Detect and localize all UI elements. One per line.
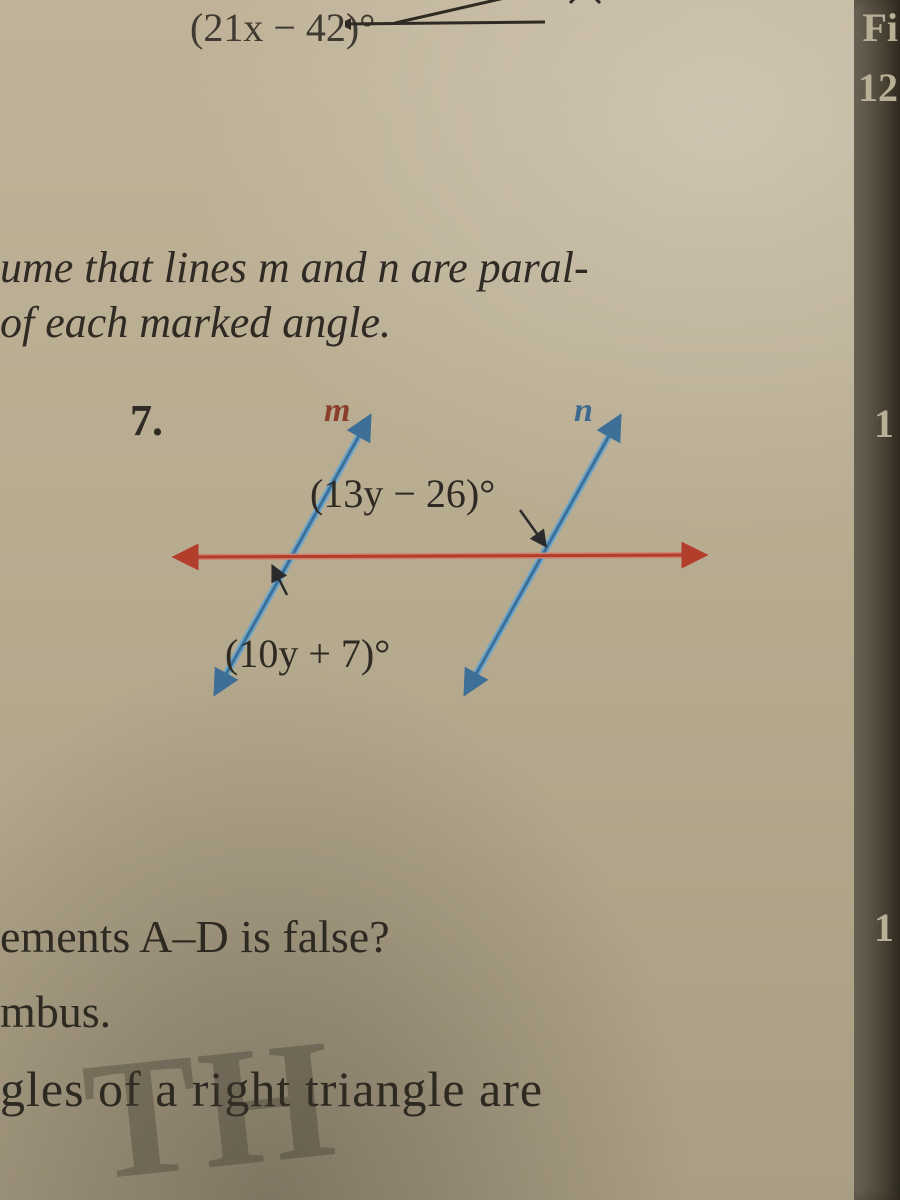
instruction-line2: of each marked angle. — [0, 298, 391, 347]
fragment-mbus: mbus. — [0, 985, 111, 1038]
angle-lower-expression: (10y + 7)° — [225, 630, 390, 677]
top-triangle-fragment — [345, 0, 705, 70]
angle-upper-expression: (13y − 26)° — [310, 470, 495, 517]
right-edge-strip: Fi 12 1 1 — [854, 0, 900, 1200]
instruction-text: ume that lines m and n are paral- of eac… — [0, 240, 760, 350]
problem-number: 7. — [130, 395, 163, 446]
fragment-right-triangle: gles of a right triangle are — [0, 1060, 543, 1118]
rs-text3: 1 — [874, 400, 894, 447]
fragment-false-question: ements A–D is false? — [0, 910, 390, 963]
page-root: (21x − 42)° ume that lines m and n are p… — [0, 0, 900, 1200]
instruction-line1: ume that lines m and n are paral- — [0, 243, 589, 292]
rs-text2: 12 — [858, 64, 898, 111]
rs-text4: 1 — [874, 904, 894, 951]
rs-text1: Fi — [862, 4, 898, 51]
